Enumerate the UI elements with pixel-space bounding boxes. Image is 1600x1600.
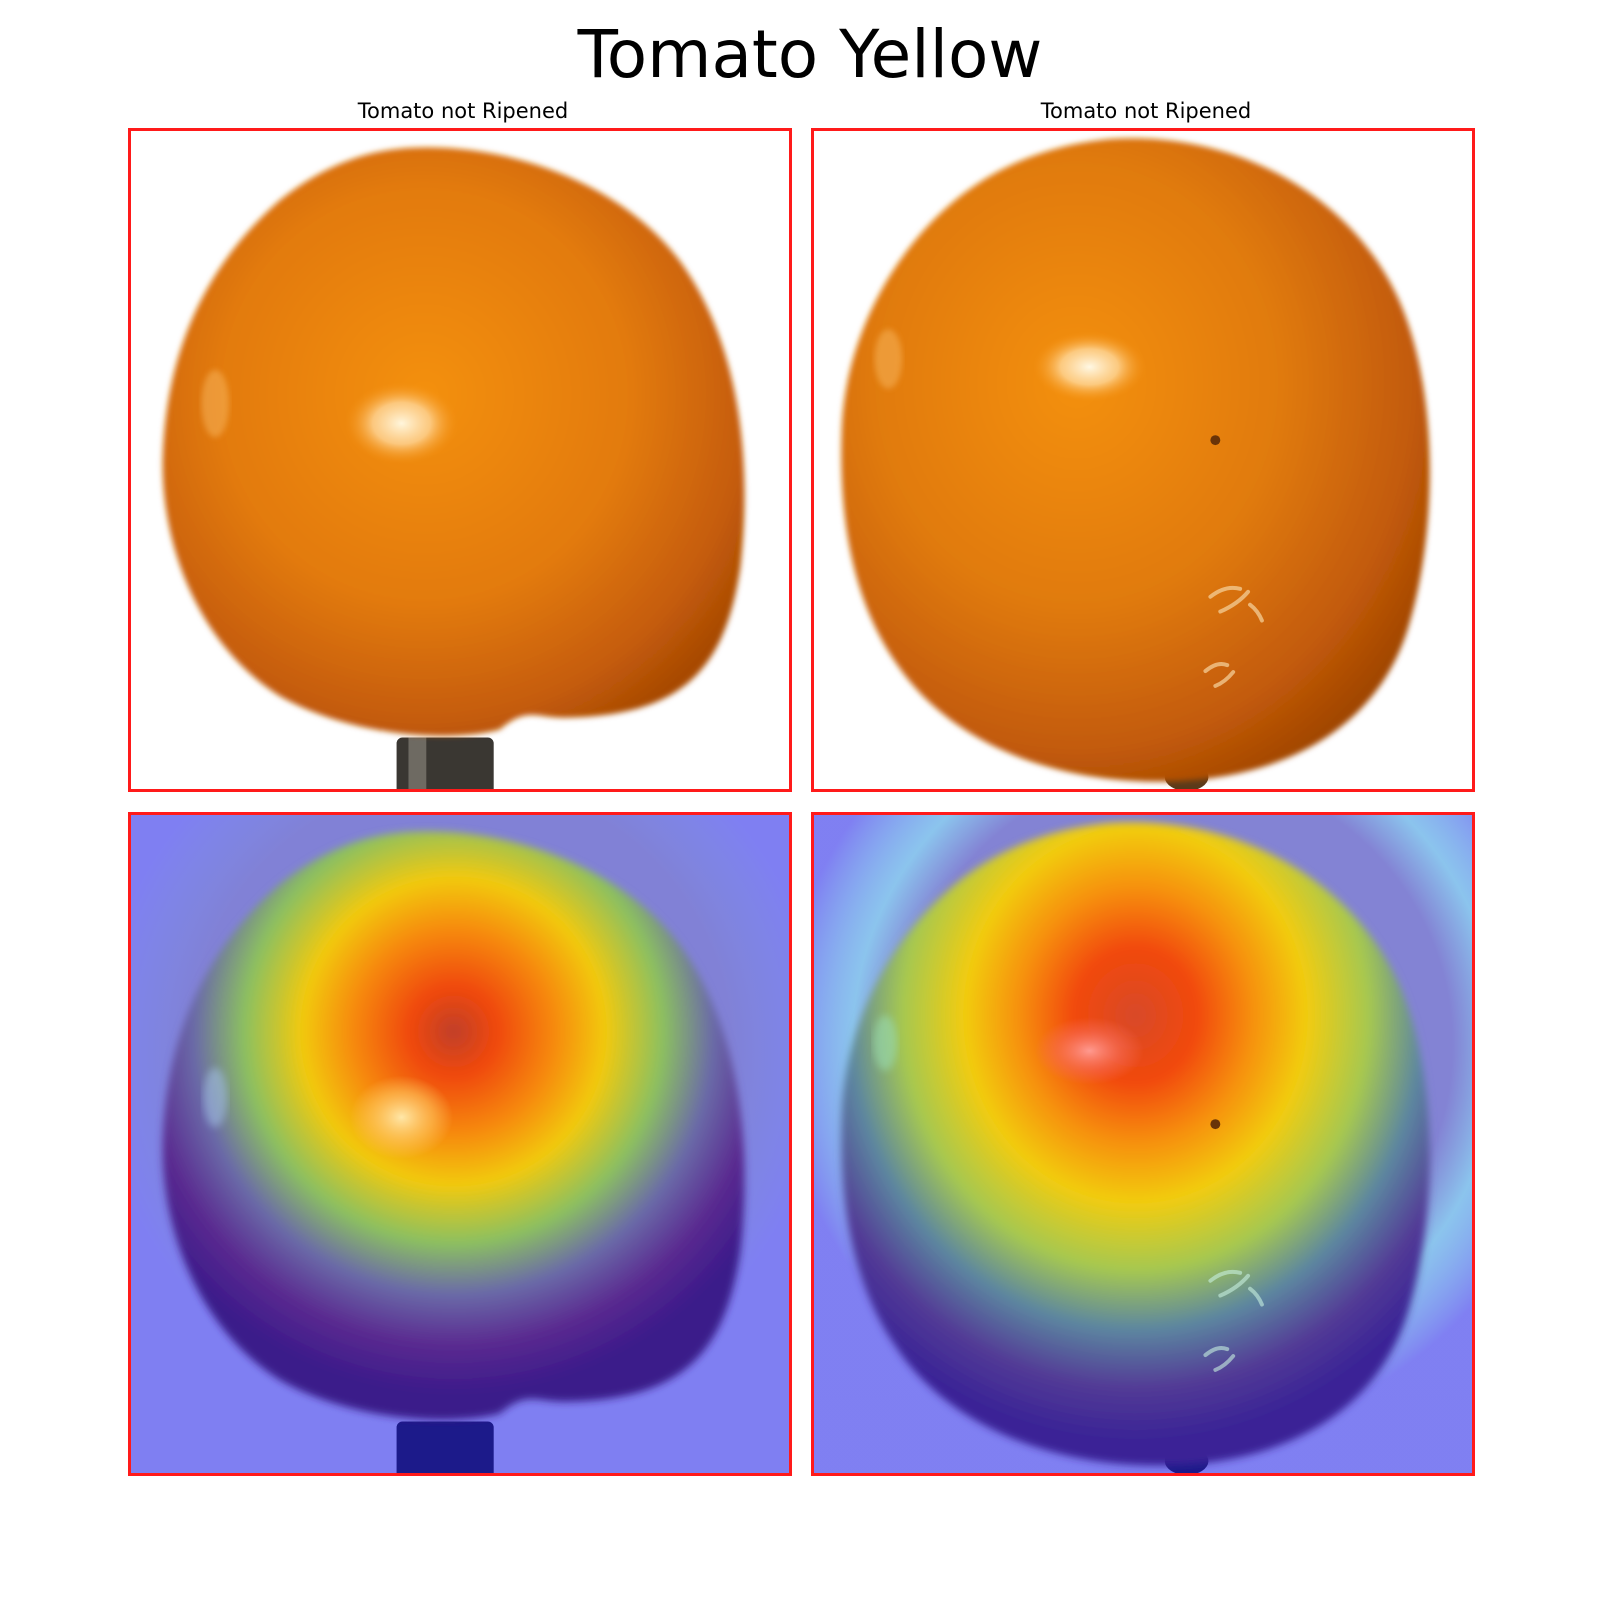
panel-title-left: Tomato not Ripened bbox=[357, 99, 569, 123]
saliency-heatmap-left bbox=[131, 815, 789, 1473]
figure-title: Tomato Yellow bbox=[577, 16, 1043, 93]
photo-panel-left bbox=[128, 128, 792, 792]
photo-panel-right bbox=[811, 128, 1475, 792]
heatmap-panel-left bbox=[128, 812, 792, 1476]
heatmap-panel-right bbox=[811, 812, 1475, 1476]
tomato-photo-right bbox=[814, 131, 1472, 789]
tomato-photo-left bbox=[131, 131, 789, 789]
saliency-heatmap-right bbox=[814, 815, 1472, 1473]
panel-title-right: Tomato not Ripened bbox=[1040, 99, 1252, 123]
